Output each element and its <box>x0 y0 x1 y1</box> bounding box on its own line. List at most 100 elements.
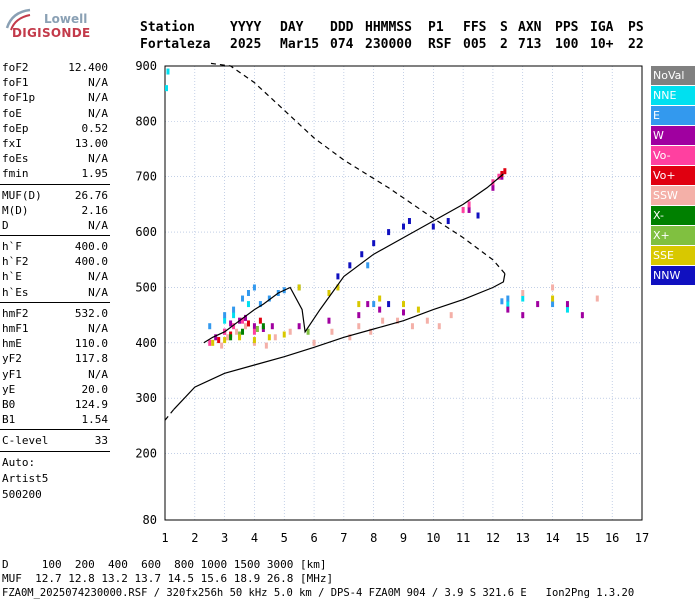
x-tick-label: 7 <box>340 531 347 545</box>
y-tick-label: 500 <box>135 280 157 294</box>
data-point-e <box>500 298 504 305</box>
data-point-nnw <box>348 262 352 269</box>
header-value-5: RSF <box>428 37 452 52</box>
data-point-ssw <box>243 323 247 330</box>
data-point-nnw <box>387 229 391 236</box>
header-label-0: Station <box>140 20 195 35</box>
legend-item-nnw: NNW <box>651 266 695 285</box>
header-label-2: DAY <box>280 20 304 35</box>
y-tick-label: 80 <box>143 513 157 527</box>
data-point-vo <box>232 323 236 330</box>
data-point-nne <box>521 295 525 302</box>
header-value-0: Fortaleza <box>140 37 211 52</box>
param-key: C-level <box>2 434 49 448</box>
param-separator <box>0 429 110 431</box>
data-point-nnw <box>431 223 435 230</box>
data-point-w <box>229 320 233 327</box>
data-point-w <box>327 317 331 324</box>
param-row: fmin 1.95 <box>0 166 110 181</box>
data-point-ssw <box>226 334 230 341</box>
y-tick-label: 600 <box>135 225 157 239</box>
param-key: yE <box>2 382 16 396</box>
data-point-sse <box>402 301 405 308</box>
param-row: hmF2 532.0 <box>0 306 110 321</box>
data-point-e <box>372 301 376 308</box>
param-value: N/A <box>88 367 108 381</box>
auto-line: Artist5 <box>2 471 49 485</box>
data-point-e <box>551 301 555 308</box>
param-value: 110.0 <box>74 337 108 351</box>
x-tick-label: 2 <box>191 531 198 545</box>
param-key: MUF(D) <box>2 188 42 202</box>
legend-item-x: X- <box>651 206 695 225</box>
profile-dashed-upper-line <box>209 62 506 274</box>
digisonde-logo: Lowell DIGISONDE <box>4 6 90 40</box>
param-value: N/A <box>88 76 108 90</box>
data-point-nnw <box>476 212 480 219</box>
param-value: 33 <box>94 434 108 448</box>
param-separator <box>0 235 110 237</box>
header-value-2: Mar15 <box>280 37 320 52</box>
param-key: B1 <box>2 413 16 427</box>
param-row: yE 20.0 <box>0 382 110 397</box>
param-row: C-level 33 <box>0 433 110 448</box>
x-tick-label: 16 <box>605 531 619 545</box>
x-tick-label: 4 <box>251 531 258 545</box>
y-tick-label: 700 <box>135 170 157 184</box>
data-point-vo <box>208 339 212 346</box>
header-label-5: P1 <box>428 20 444 35</box>
data-point-e <box>506 295 510 302</box>
header-label-4: HHMMSS <box>365 20 412 35</box>
param-row: D N/A <box>0 218 110 233</box>
param-value: N/A <box>88 152 108 166</box>
x-tick-label: 14 <box>545 531 559 545</box>
data-point-vo <box>241 317 245 324</box>
data-point-sse <box>336 284 340 291</box>
data-point-e <box>223 312 227 319</box>
ionogram-chart: 1 2 3 4 5 6 7 8 9 10 11 12 13 14 15 16 17802003004005006… <box>135 59 649 545</box>
header-label-11: PS <box>628 20 644 35</box>
header-label-1: YYYY <box>230 20 262 35</box>
x-tick-label: 11 <box>456 531 470 545</box>
param-key: M(D) <box>2 203 29 217</box>
data-point-x <box>241 328 245 335</box>
header-label-7: S <box>500 20 508 35</box>
data-point-ssw <box>264 342 268 349</box>
header-value-11: 22 <box>628 37 644 52</box>
autoscaling-info: Auto: Artist5 500200 <box>0 455 110 503</box>
param-value: 400.0 <box>74 255 108 269</box>
data-point-sse <box>357 301 361 308</box>
data-point-w <box>521 312 525 319</box>
param-key: foE <box>2 106 22 120</box>
x-tick-label: 15 <box>575 531 589 545</box>
data-point-w <box>252 323 256 330</box>
header-label-9: PPS <box>555 20 579 35</box>
data-point-w <box>270 323 274 330</box>
param-value: 400.0 <box>74 240 108 254</box>
polarization-legend: NoVal NNE E W Vo- Vo+ SSW X- X+ SSE NNW <box>651 66 695 286</box>
data-point-sse <box>551 295 555 302</box>
data-point-nnw <box>336 273 340 280</box>
data-point-w <box>506 306 510 313</box>
param-row: M(D) 2.16 <box>0 203 110 218</box>
data-point-ssw <box>369 328 373 335</box>
x-tick-label: 8 <box>370 531 377 545</box>
data-point-w <box>378 306 382 313</box>
data-point-e <box>232 306 236 313</box>
header-value-6: 005 <box>463 37 487 52</box>
legend-item-w: W <box>651 126 695 145</box>
param-key: h`Es <box>2 285 29 299</box>
legend-item-noval: NoVal <box>651 66 695 85</box>
legend-item-vo: Vo+ <box>651 166 695 185</box>
param-value: N/A <box>88 285 108 299</box>
data-point-sse <box>238 334 242 341</box>
param-row: hmE 110.0 <box>0 336 110 351</box>
param-row: MUF(D) 26.76 <box>0 188 110 203</box>
y-tick-label: 400 <box>135 336 157 350</box>
data-point-nnw <box>407 218 411 225</box>
data-point-sse <box>267 334 271 341</box>
data-point-vo <box>258 317 262 324</box>
data-point-e <box>258 301 262 308</box>
param-key: h`F <box>2 240 22 254</box>
data-point-ssw <box>330 328 334 335</box>
